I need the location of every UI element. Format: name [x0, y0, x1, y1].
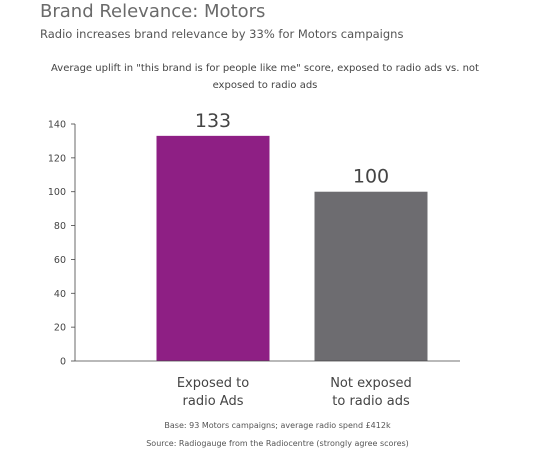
- category-label: to radio ads: [332, 394, 410, 409]
- category-label: radio Ads: [183, 394, 244, 409]
- bar-value-label: 100: [353, 166, 389, 188]
- category-label: Not exposed: [330, 376, 412, 391]
- y-tick-label: 120: [48, 153, 66, 164]
- y-tick-label: 40: [54, 289, 66, 300]
- y-tick-label: 100: [48, 187, 66, 198]
- footnote-base: Base: 93 Motors campaigns; average radio…: [164, 421, 391, 430]
- y-axis: 0 20 40 60 80 100 120 140: [48, 120, 76, 368]
- y-tick-label: 0: [60, 357, 66, 368]
- data-labels: 133 100: [195, 110, 389, 188]
- y-tick-label: 140: [48, 120, 66, 131]
- y-tick-label: 60: [54, 255, 66, 266]
- bar: [156, 135, 270, 361]
- bars: [156, 135, 428, 361]
- category-label: Exposed to: [177, 376, 249, 391]
- y-tick-label: 80: [54, 221, 66, 232]
- bar: [314, 191, 428, 361]
- page-subtitle: Radio increases brand relevance by 33% f…: [40, 27, 404, 41]
- x-axis: Exposed to radio Ads Not exposed to radio a…: [75, 360, 460, 409]
- bar-value-label: 133: [195, 110, 231, 132]
- y-tick-label: 20: [54, 323, 66, 334]
- footnote-source: Source: Radiogauge from the Radiocentre …: [146, 439, 409, 448]
- chart-title: Average uplift in "this brand is for peo…: [51, 63, 479, 91]
- page-title: Brand Relevance: Motors: [40, 1, 266, 22]
